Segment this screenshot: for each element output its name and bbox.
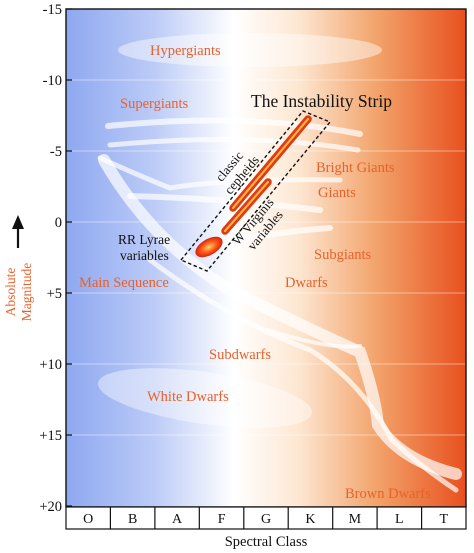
white-dwarfs-label: White Dwarfs (147, 389, 229, 405)
spectral-class-label: A (172, 512, 183, 527)
svg-text:variables: variables (120, 248, 169, 263)
dwarfs-label: Dwarfs (285, 275, 328, 291)
y-tick-label: -15 (43, 2, 62, 18)
rr-lyrae-label: RR Lyrae variables (118, 232, 170, 263)
spectral-class-label: F (218, 512, 226, 527)
subdwarf-band (147, 257, 459, 493)
spectral-class-label: G (261, 512, 271, 527)
svg-text:Absolute: Absolute (3, 268, 18, 317)
subdwarfs-label: Subdwarfs (209, 347, 271, 363)
brown-dwarfs-label: Brown Dwarfs (345, 486, 431, 502)
y-tick-label: +20 (39, 499, 62, 515)
y-tick-label: 0 (55, 215, 62, 231)
y-tick-marks (66, 8, 72, 507)
up-arrow-icon (12, 215, 24, 248)
supergiant-band-lower (107, 137, 361, 153)
white-dwarfs-region (97, 368, 313, 428)
hypergiants-label: Hypergiants (150, 43, 221, 59)
plot-background (66, 9, 466, 507)
diagram-title: The Instability Strip (251, 91, 392, 111)
bright-giant-band (97, 155, 343, 191)
bright-giants-label: Bright Giants (316, 160, 395, 176)
supergiant-band (105, 117, 363, 137)
gridlines (66, 79, 466, 436)
instability-strip-box (179, 110, 332, 272)
giants-label: Giants (318, 185, 356, 201)
giant-band (127, 193, 323, 213)
svg-text:RR Lyrae: RR Lyrae (118, 232, 170, 247)
spectral-class-label: O (83, 512, 93, 527)
spectral-class-label: M (349, 512, 362, 527)
x-axis-label: Spectral Class (225, 534, 308, 550)
spectral-class-label: L (395, 512, 404, 527)
hypergiants-region (118, 33, 382, 67)
spectral-class-label: K (305, 512, 315, 527)
y-tick-label: +10 (39, 357, 62, 373)
main-sequence-label: Main Sequence (79, 275, 169, 291)
spectral-class-label: B (128, 512, 137, 527)
rr-lyrae-blob (195, 236, 223, 258)
spectral-class-label: T (440, 512, 449, 527)
svg-text:Magnitude: Magnitude (19, 263, 34, 322)
spectral-class-row: O B A F G K M L T (65, 506, 467, 530)
y-tick-label: +15 (39, 428, 62, 444)
y-tick-label: -5 (50, 144, 62, 160)
y-tick-label: -10 (43, 73, 62, 89)
supergiants-label: Supergiants (120, 96, 189, 112)
lower-branch (266, 328, 362, 349)
subgiants-label: Subgiants (314, 247, 372, 263)
main-sequence-band (98, 154, 462, 480)
y-axis-label: Absolute Magnitude (3, 263, 34, 322)
y-tick-label: +5 (47, 286, 62, 302)
